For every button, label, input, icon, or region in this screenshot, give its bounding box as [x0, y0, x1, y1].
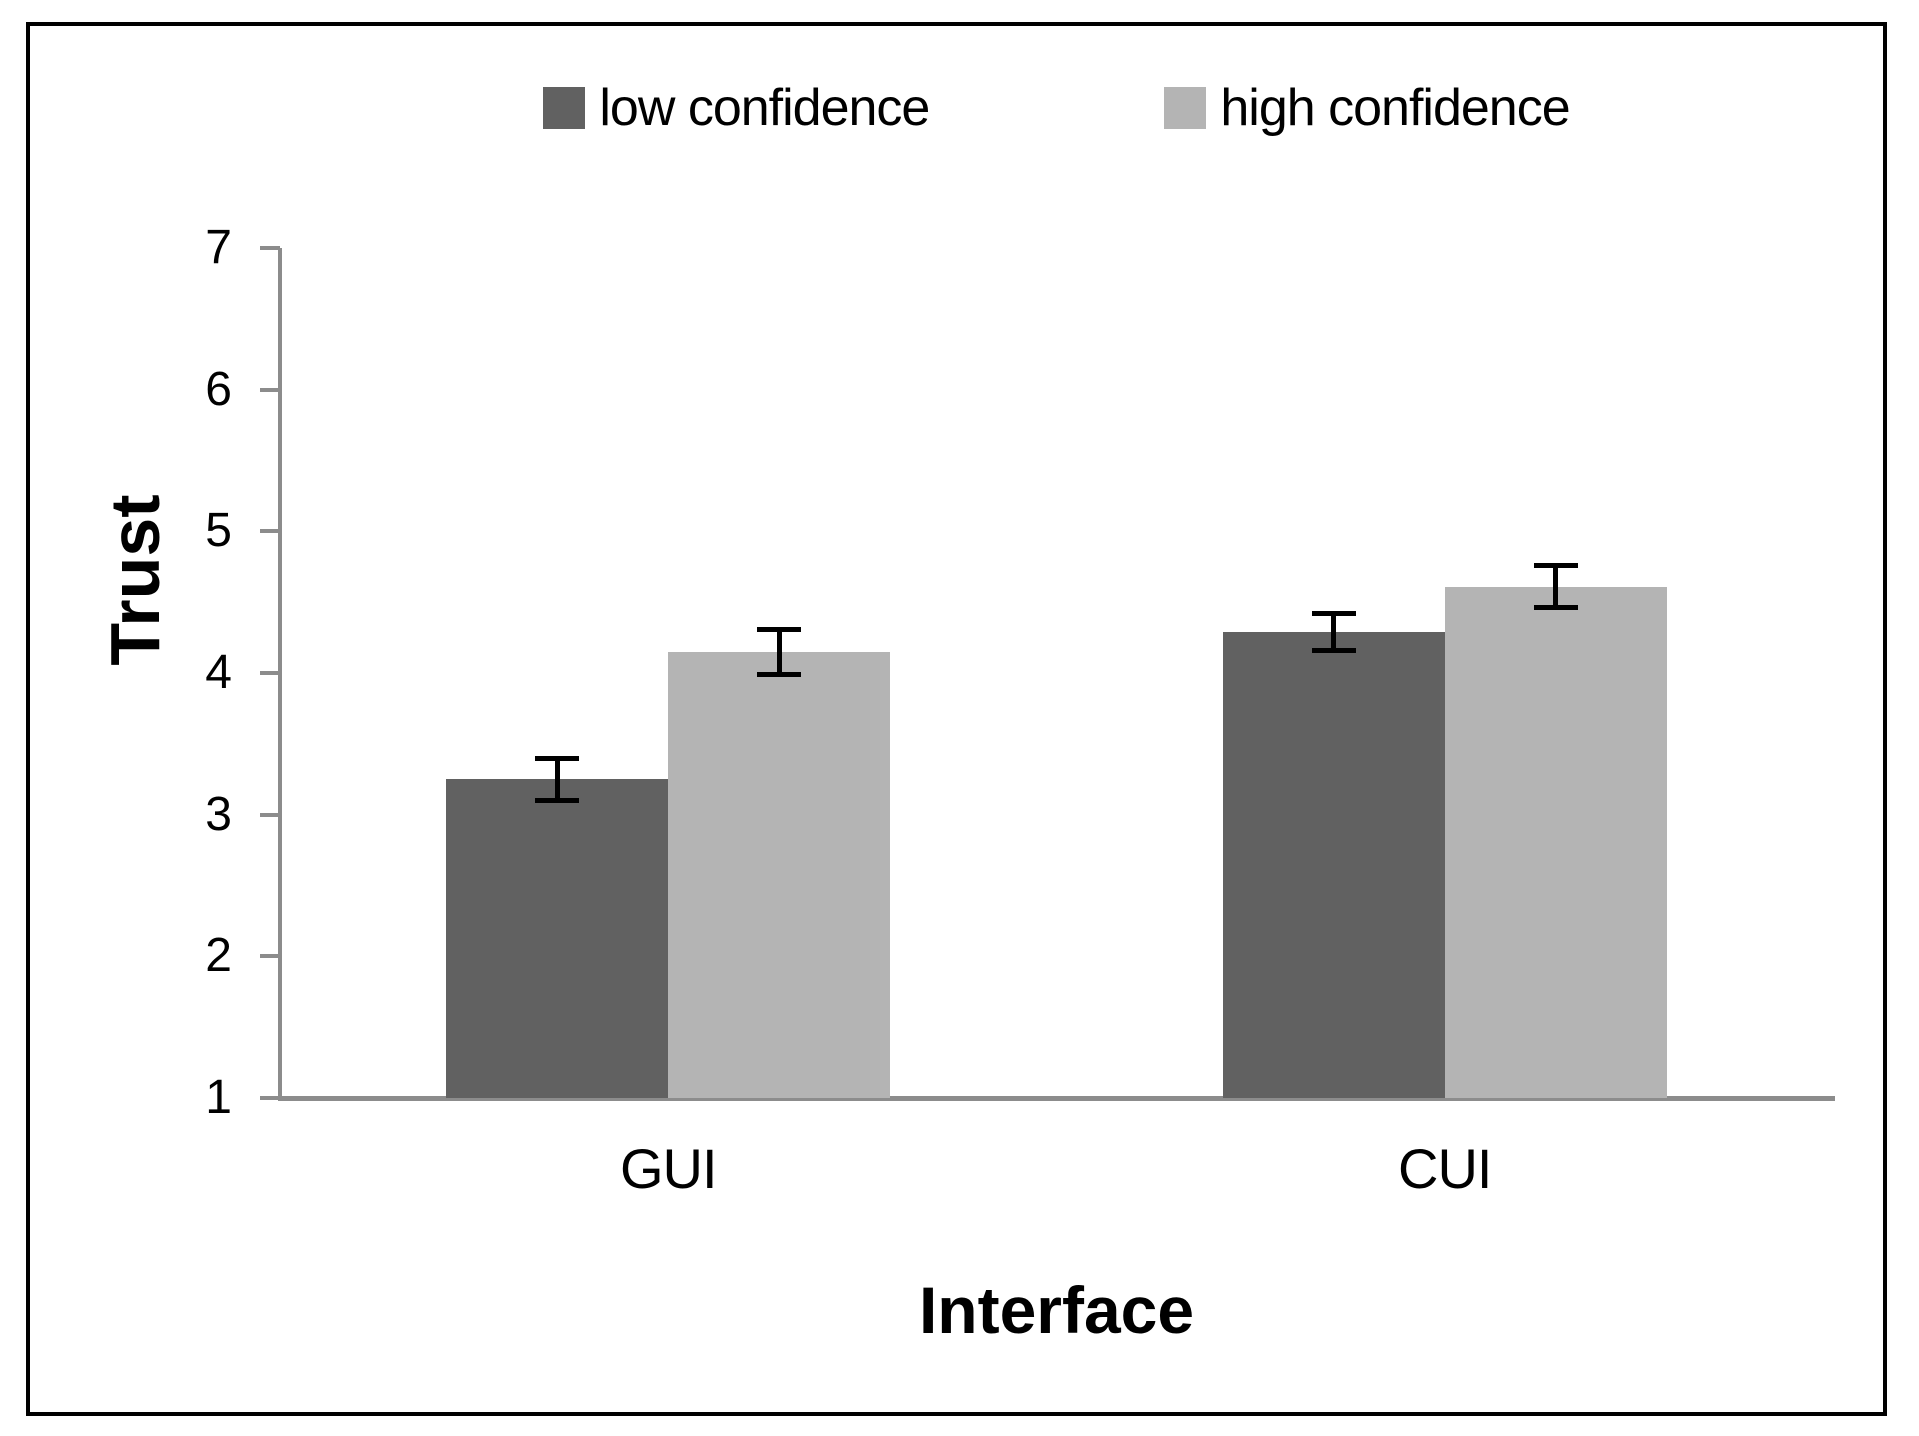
x-axis-title: Interface: [918, 1273, 1195, 1347]
error-bar-cui-high-confidence-line: [1553, 565, 1559, 608]
y-tick-label-6: 6: [205, 362, 232, 416]
y-axis-line: [278, 248, 282, 1100]
error-bar-cui-high-confidence-cap-top: [1533, 562, 1578, 568]
y-tick-label-3: 3: [205, 787, 232, 841]
error-bar-gui-low-confidence-cap-top: [535, 755, 580, 761]
bar-cui-high-confidence: [1444, 586, 1667, 1098]
error-bar-gui-high-confidence-line: [776, 629, 782, 675]
y-tick-mark-2: [260, 954, 280, 959]
x-axis-line: [278, 1096, 1835, 1101]
legend-label-high-confidence: high confidence: [1220, 79, 1570, 137]
legend: low confidence high confidence: [280, 78, 1833, 138]
bar-gui-low-confidence: [446, 779, 669, 1098]
error-bar-cui-low-confidence-cap-top: [1311, 611, 1356, 616]
y-tick-mark-5: [260, 529, 280, 534]
error-bar-cui-high-confidence-cap-bottom: [1533, 605, 1578, 611]
y-tick-mark-1: [260, 1096, 280, 1100]
legend-item-high-confidence: high confidence: [1164, 78, 1571, 138]
bar-gui-high-confidence: [668, 651, 891, 1098]
x-category-label-gui: GUI: [619, 1137, 718, 1200]
y-tick-mark-4: [260, 671, 280, 675]
y-tick-label-7: 7: [205, 221, 232, 274]
error-bar-gui-high-confidence-cap-bottom: [757, 671, 802, 677]
error-bar-gui-high-confidence-cap-top: [757, 626, 802, 632]
y-tick-mark-7: [260, 246, 280, 250]
y-tick-label-4: 4: [205, 646, 232, 699]
legend-label-low-confidence: low confidence: [599, 79, 930, 137]
error-bar-gui-low-confidence-cap-bottom: [535, 798, 580, 803]
legend-swatch-high-confidence: [1164, 87, 1207, 129]
error-bar-cui-low-confidence-cap-bottom: [1311, 647, 1356, 653]
y-tick-mark-6: [260, 387, 280, 392]
error-bar-gui-low-confidence-line: [554, 758, 560, 801]
legend-item-low-confidence: low confidence: [543, 78, 930, 138]
y-tick-mark-3: [260, 812, 280, 817]
legend-swatch-low-confidence: [543, 87, 586, 129]
y-tick-label-2: 2: [205, 929, 232, 983]
y-tick-label-5: 5: [205, 504, 232, 558]
bar-cui-low-confidence: [1222, 631, 1445, 1098]
error-bar-cui-low-confidence-line: [1331, 613, 1337, 651]
y-tick-label-1: 1: [205, 1071, 232, 1124]
x-category-label-cui: CUI: [1398, 1137, 1492, 1200]
